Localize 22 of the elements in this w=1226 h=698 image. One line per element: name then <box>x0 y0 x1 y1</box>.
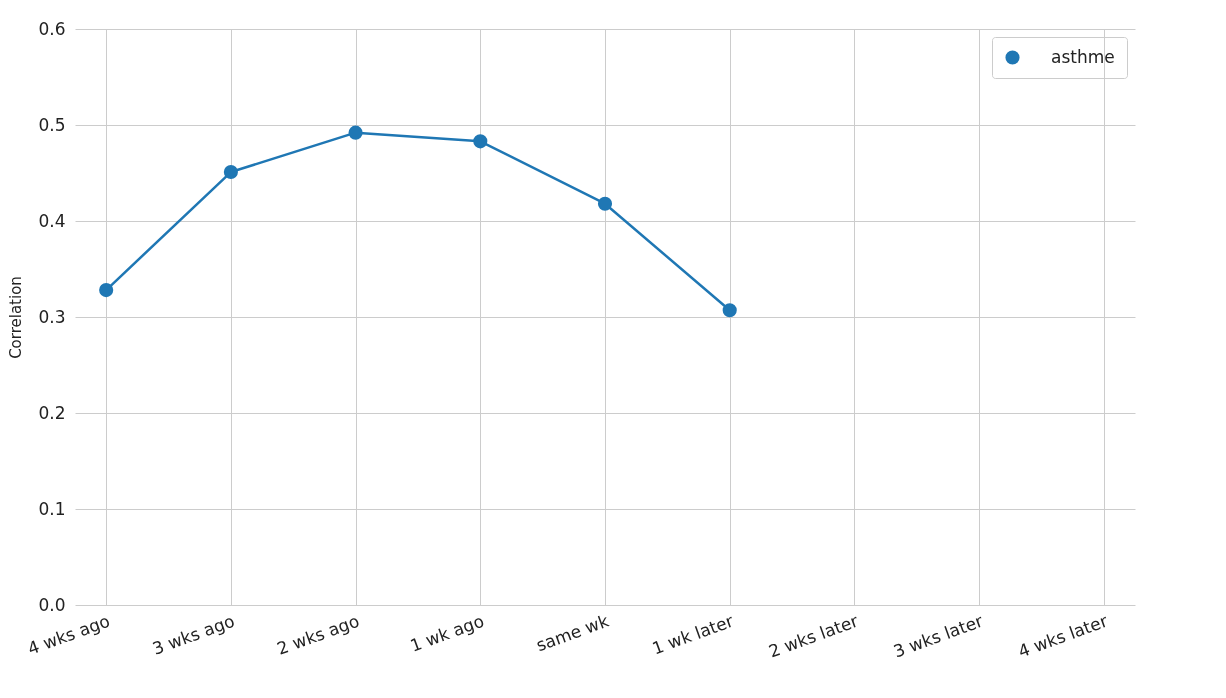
point <box>99 283 114 298</box>
point <box>597 196 613 211</box>
point <box>473 134 488 149</box>
x-tick-label: 2 wks later <box>766 610 861 662</box>
x-tick-label: 3 wks later <box>890 610 986 662</box>
x-tick-label: 4 wks later <box>1015 610 1111 662</box>
x-tick-label: 2 wks ago <box>274 610 362 659</box>
y-tick-label: 0.3 <box>38 306 66 327</box>
y-tick-label: 0.1 <box>38 498 66 519</box>
point <box>348 125 363 140</box>
x-tick-label: 1 wk ago <box>407 610 487 656</box>
y-tick-label: 0.5 <box>38 114 66 135</box>
y-tick-label: 0.4 <box>38 210 66 231</box>
point <box>722 303 737 318</box>
x-tick-label: 3 wks ago <box>149 610 238 659</box>
x-tick-label: same wk <box>533 610 612 656</box>
y-tick-label: 0.2 <box>38 402 66 423</box>
point <box>223 164 238 180</box>
y-axis-title: Correlation <box>7 276 26 359</box>
x-tick-label: 1 wk later <box>649 610 737 659</box>
y-tick-label: 0.6 <box>38 18 66 39</box>
legend-label: asthme <box>1051 46 1115 67</box>
